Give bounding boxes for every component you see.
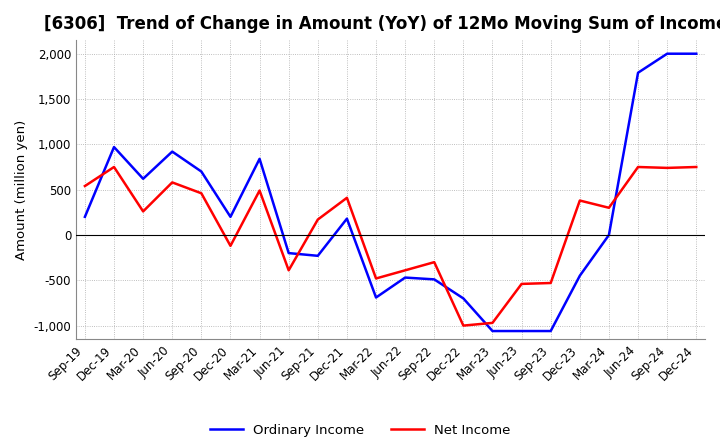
Net Income xyxy=(517,281,526,286)
Ordinary Income xyxy=(546,328,555,334)
Net Income xyxy=(546,280,555,286)
Net Income xyxy=(605,205,613,210)
Net Income xyxy=(226,243,235,249)
Ordinary Income xyxy=(401,275,410,280)
Net Income xyxy=(488,320,497,326)
Ordinary Income xyxy=(226,214,235,220)
Net Income xyxy=(139,209,148,214)
Net Income xyxy=(197,191,206,196)
Net Income xyxy=(81,183,89,189)
Ordinary Income xyxy=(459,296,468,301)
Ordinary Income xyxy=(517,328,526,334)
Ordinary Income xyxy=(343,216,351,221)
Net Income xyxy=(109,165,118,170)
Ordinary Income xyxy=(692,51,701,56)
Net Income xyxy=(692,165,701,170)
Net Income xyxy=(313,217,322,222)
Net Income xyxy=(343,195,351,201)
Ordinary Income xyxy=(197,169,206,174)
Ordinary Income xyxy=(488,328,497,334)
Ordinary Income xyxy=(284,250,293,256)
Net Income xyxy=(168,180,176,185)
Net Income xyxy=(634,165,642,170)
Net Income xyxy=(575,198,584,203)
Ordinary Income xyxy=(313,253,322,258)
Ordinary Income xyxy=(605,232,613,238)
Net Income xyxy=(284,268,293,273)
Title: [6306]  Trend of Change in Amount (YoY) of 12Mo Moving Sum of Incomes: [6306] Trend of Change in Amount (YoY) o… xyxy=(44,15,720,33)
Line: Net Income: Net Income xyxy=(85,167,696,326)
Ordinary Income xyxy=(430,277,438,282)
Ordinary Income xyxy=(109,144,118,150)
Ordinary Income xyxy=(256,156,264,161)
Ordinary Income xyxy=(663,51,672,56)
Line: Ordinary Income: Ordinary Income xyxy=(85,54,696,331)
Ordinary Income xyxy=(634,70,642,75)
Legend: Ordinary Income, Net Income: Ordinary Income, Net Income xyxy=(204,418,516,440)
Ordinary Income xyxy=(575,273,584,279)
Ordinary Income xyxy=(372,295,380,300)
Net Income xyxy=(256,188,264,193)
Net Income xyxy=(430,260,438,265)
Ordinary Income xyxy=(81,214,89,220)
Ordinary Income xyxy=(139,176,148,181)
Ordinary Income xyxy=(168,149,176,154)
Net Income xyxy=(401,268,410,273)
Net Income xyxy=(663,165,672,171)
Net Income xyxy=(459,323,468,328)
Y-axis label: Amount (million yen): Amount (million yen) xyxy=(15,120,28,260)
Net Income xyxy=(372,276,380,281)
